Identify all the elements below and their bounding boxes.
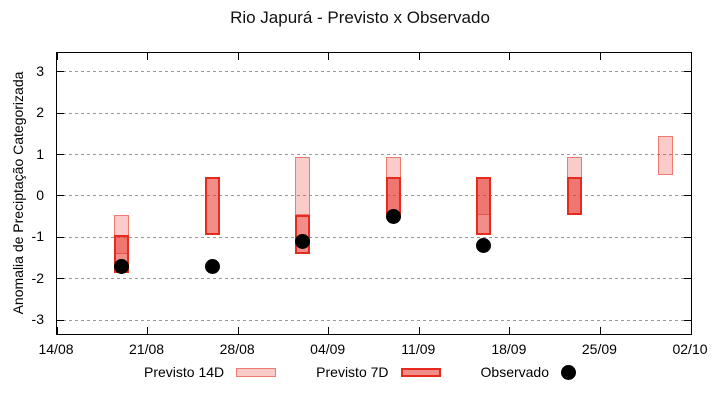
x-tick-label: 02/10 xyxy=(672,341,708,357)
y-tick-mark xyxy=(57,112,64,114)
gridline xyxy=(57,71,691,73)
gridline xyxy=(57,278,691,280)
y-tick-mark xyxy=(57,319,64,321)
observado-dot-icon xyxy=(561,364,576,380)
x-tick-label: 18/09 xyxy=(491,341,527,357)
legend-item-observado: Observado xyxy=(481,364,576,380)
x-tick-label: 21/08 xyxy=(129,341,165,357)
legend-label-observado: Observado xyxy=(480,364,549,380)
previsto-7d-bar xyxy=(567,177,583,215)
x-tick-mark xyxy=(690,327,692,334)
gridline xyxy=(57,195,691,197)
x-tick-mark xyxy=(509,327,511,334)
x-tick-mark xyxy=(418,53,420,60)
previsto-7d-bar xyxy=(204,177,220,236)
y-tick-mark xyxy=(684,71,691,73)
y-tick-mark xyxy=(57,195,64,197)
x-tick-mark xyxy=(328,53,330,60)
y-tick-mark xyxy=(57,236,64,238)
gridline xyxy=(57,319,691,321)
x-tick-mark xyxy=(147,327,149,334)
x-tick-mark xyxy=(147,53,149,60)
x-tick-mark xyxy=(418,327,420,334)
y-tick-label: 2 xyxy=(36,104,44,121)
previsto-7d-bar xyxy=(476,177,492,236)
legend-item-previsto-14d: Previsto 14D xyxy=(144,364,277,380)
y-tick-label: 3 xyxy=(36,62,44,79)
y-tick-mark xyxy=(684,319,691,321)
gridline xyxy=(57,112,691,114)
y-tick-label: -1 xyxy=(31,228,44,245)
observado-point xyxy=(295,234,311,250)
x-tick-label: 28/08 xyxy=(219,341,255,357)
y-tick-mark xyxy=(684,154,691,156)
x-tick-mark xyxy=(690,53,692,60)
x-tick-label: 04/09 xyxy=(310,341,346,357)
x-tick-label: 14/08 xyxy=(38,341,74,357)
observado-point xyxy=(114,258,130,274)
y-tick-mark xyxy=(57,71,64,73)
y-tick-mark xyxy=(57,278,64,280)
previsto-14d-bar xyxy=(295,156,311,215)
observado-point xyxy=(204,258,220,274)
previsto-7d-swatch-icon xyxy=(400,367,441,377)
x-tick-mark xyxy=(56,327,58,334)
x-tick-mark xyxy=(237,53,239,60)
observado-point xyxy=(476,238,492,254)
gridline xyxy=(57,154,691,156)
y-tick-label: -2 xyxy=(31,269,44,286)
x-tick-mark xyxy=(599,327,601,334)
y-tick-mark xyxy=(684,278,691,280)
x-tick-label: 11/09 xyxy=(401,341,436,357)
y-tick-label: 0 xyxy=(36,186,44,203)
chart-legend: Previsto 14D Previsto 7D Observado xyxy=(0,364,720,380)
x-tick-mark xyxy=(56,53,58,60)
y-tick-mark xyxy=(684,112,691,114)
legend-item-previsto-7d: Previsto 7D xyxy=(316,364,441,380)
x-tick-label: 25/09 xyxy=(581,341,617,357)
y-tick-label: 1 xyxy=(36,145,44,162)
y-tick-mark xyxy=(684,236,691,238)
chart-title: Rio Japurá - Previsto x Observado xyxy=(230,8,490,27)
legend-label-previsto-7d: Previsto 7D xyxy=(316,364,389,380)
x-tick-mark xyxy=(237,327,239,334)
y-tick-label: -3 xyxy=(31,311,44,328)
gridline xyxy=(57,236,691,238)
previsto-14d-bar xyxy=(657,135,673,176)
x-tick-mark xyxy=(509,53,511,60)
y-tick-mark xyxy=(57,154,64,156)
previsto-14d-swatch-icon xyxy=(236,367,277,377)
x-tick-mark xyxy=(328,327,330,334)
observado-point xyxy=(385,209,401,225)
legend-label-previsto-14d: Previsto 14D xyxy=(144,364,225,380)
plot-area xyxy=(56,52,692,335)
y-tick-mark xyxy=(684,195,691,197)
x-tick-mark xyxy=(599,53,601,60)
